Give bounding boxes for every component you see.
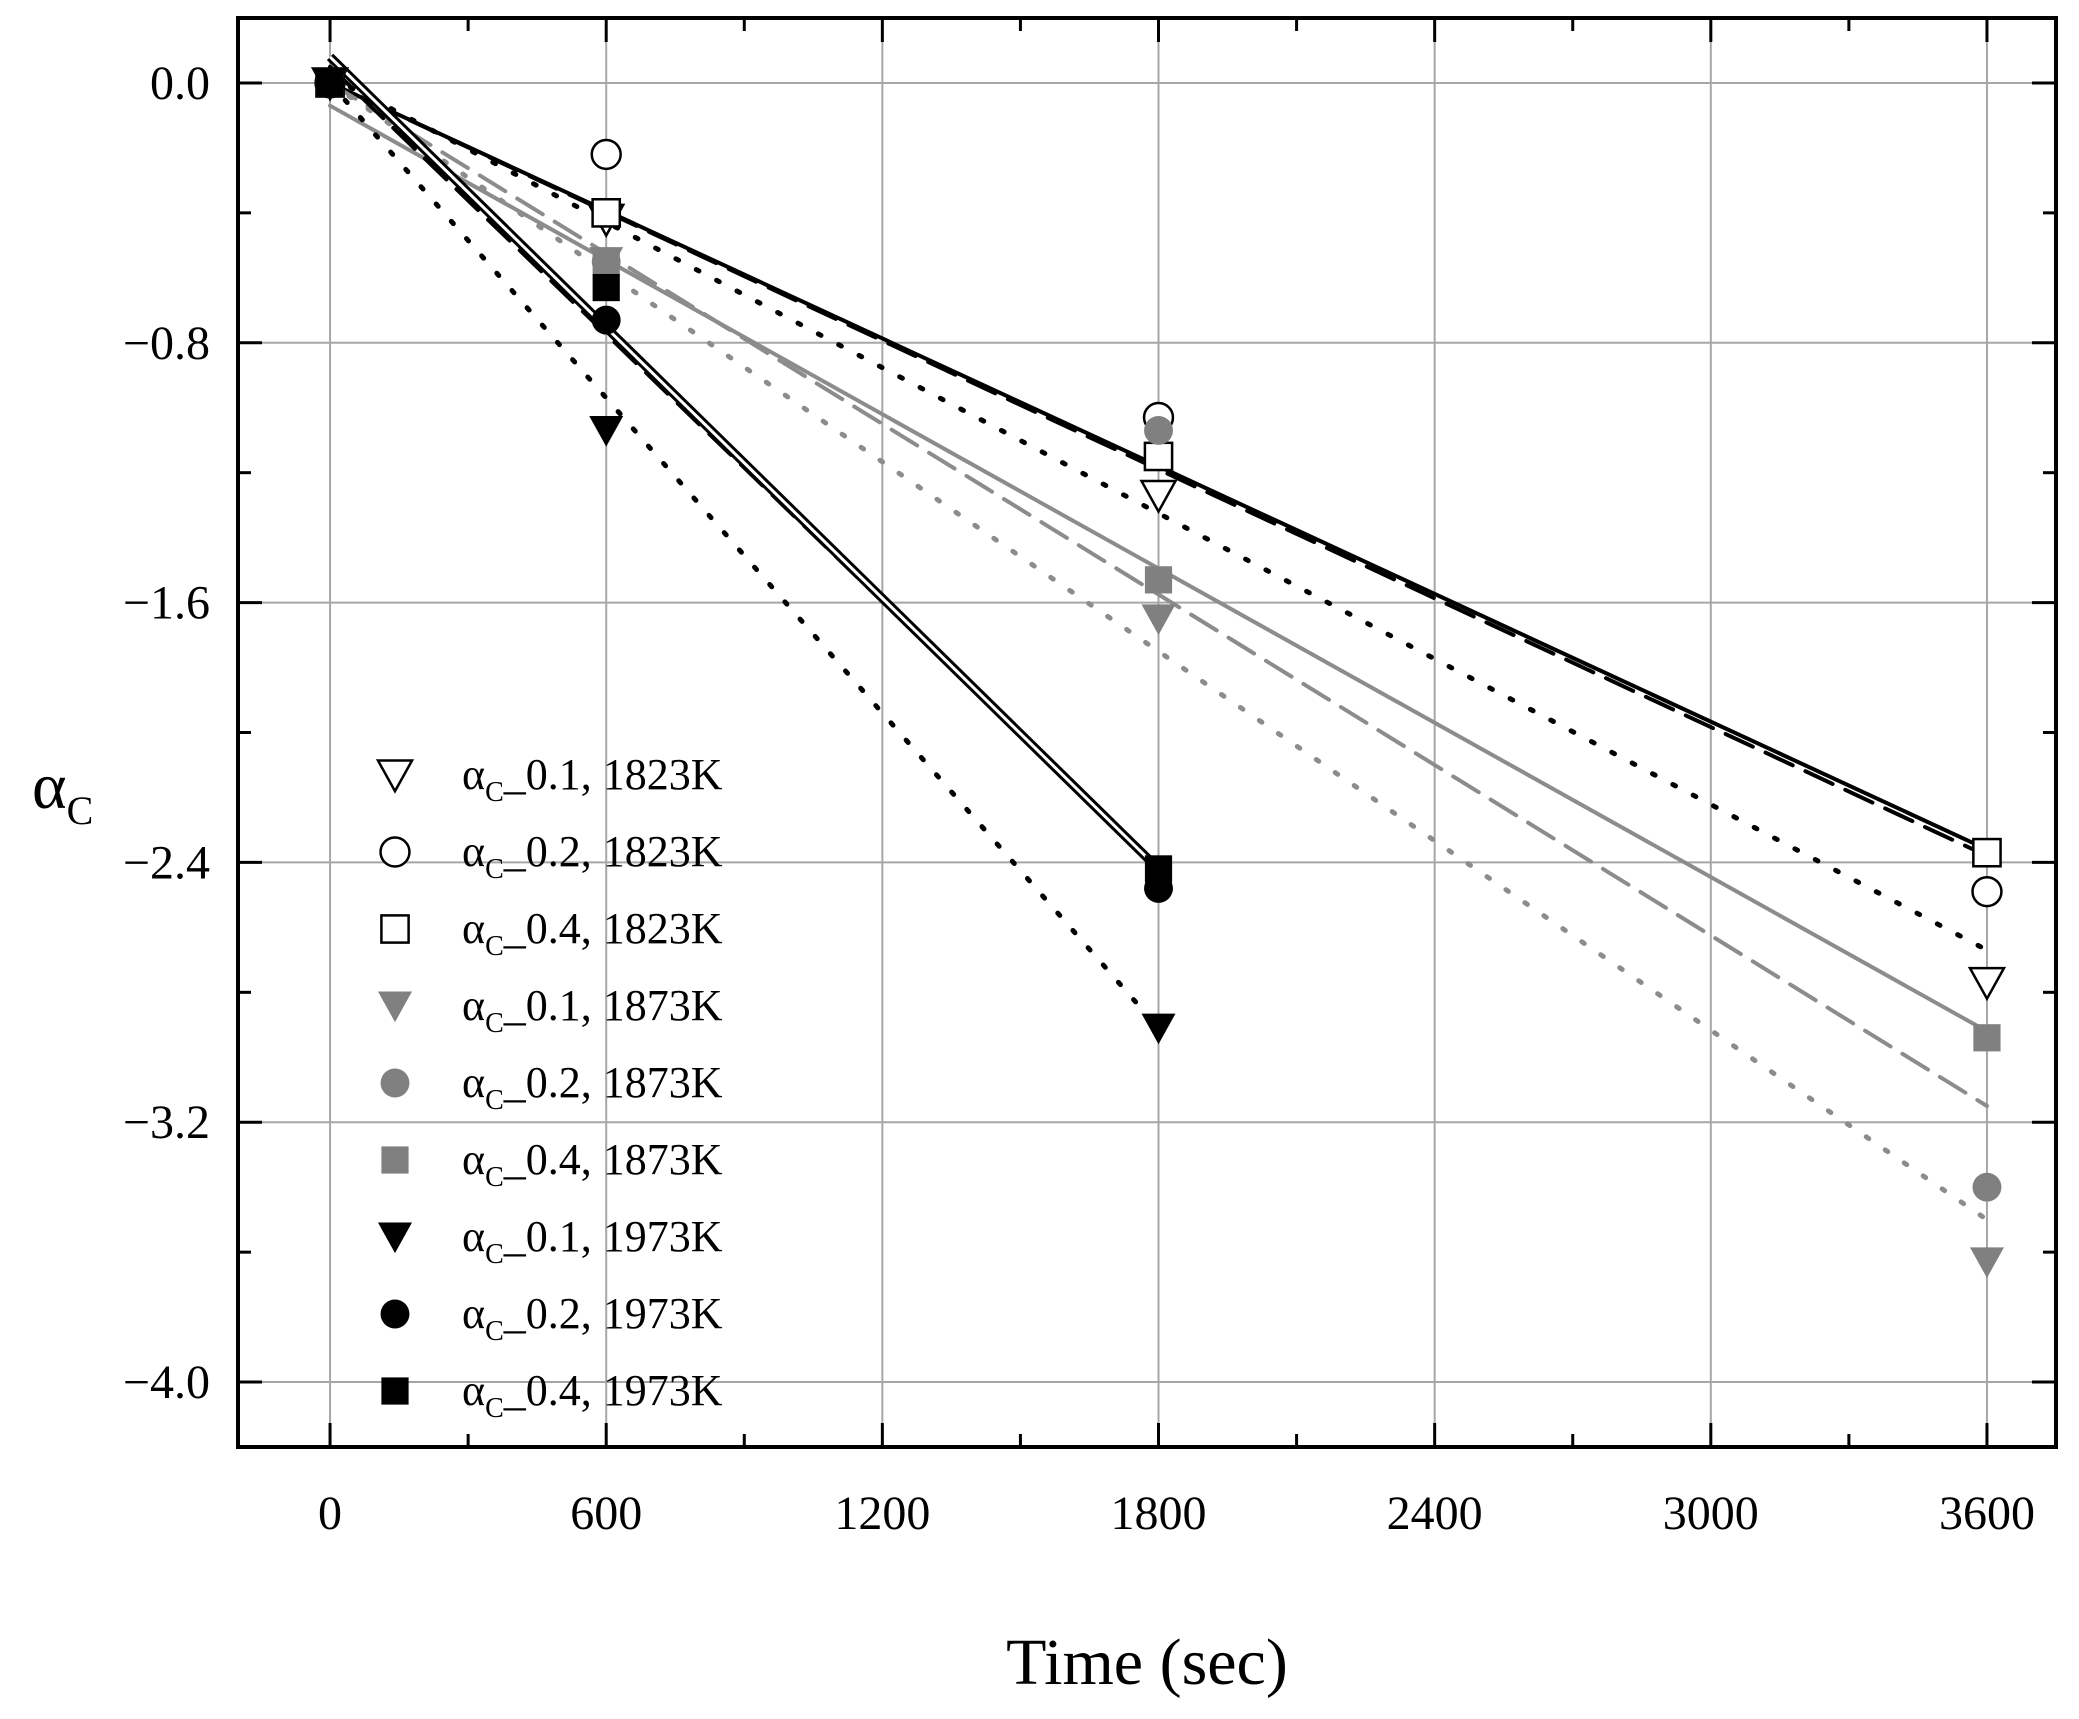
legend-label-sub: C xyxy=(485,1162,504,1193)
data-point xyxy=(590,138,622,171)
legend-label: αC_0.2, 1973K xyxy=(462,1289,723,1347)
y-tick-label: −3.2 xyxy=(123,1096,210,1149)
legend-label: αC_0.4, 1973K xyxy=(462,1366,723,1424)
data-point xyxy=(1141,1013,1176,1045)
legend-label-main: α xyxy=(462,1212,485,1261)
y-tick-label: 0.0 xyxy=(150,57,210,110)
data-point xyxy=(1143,441,1174,472)
legend-label-main: α xyxy=(462,1366,485,1415)
y-tick-label: −0.8 xyxy=(123,317,210,370)
data-point xyxy=(591,305,621,335)
legend-marker xyxy=(380,1068,410,1098)
x-tick-label: 3000 xyxy=(1663,1487,1759,1540)
legend-label-sub: C xyxy=(485,777,504,808)
legend-label: αC_0.2, 1873K xyxy=(462,1058,723,1116)
legend-label: αC_0.4, 1873K xyxy=(462,1135,723,1193)
legend-marker xyxy=(375,759,415,794)
legend-label: αC_0.1, 1873K xyxy=(462,981,723,1039)
fit-line xyxy=(328,80,1989,858)
legend-marker xyxy=(380,914,410,944)
legend-label-sub: C xyxy=(485,931,504,962)
data-point xyxy=(1971,875,2003,908)
legend-marker xyxy=(379,836,411,868)
legend-marker xyxy=(381,1377,409,1405)
data-point xyxy=(1144,855,1173,883)
legend-label-main: α xyxy=(462,1135,485,1184)
y-axis-title-subscript: C xyxy=(67,788,94,833)
legend-label-sub: C xyxy=(485,854,504,885)
legend-label-rest: _0.4, 1873K xyxy=(503,1135,723,1184)
y-tick-label: −2.4 xyxy=(123,836,210,889)
data-point xyxy=(1144,566,1173,594)
data-point xyxy=(592,273,620,302)
legend-label-rest: _0.1, 1873K xyxy=(503,981,723,1030)
legend-label-sub: C xyxy=(485,1085,504,1116)
x-tick-label: 3600 xyxy=(1939,1487,2035,1540)
x-tick-labels: 0 600 1200 1800 2400 3000 3600 xyxy=(318,1487,2035,1540)
legend-label: αC_0.1, 1973K xyxy=(462,1212,723,1270)
y-axis-title: αC xyxy=(32,750,93,833)
legend-label-sub: C xyxy=(485,1239,504,1270)
legend-label: αC_0.1, 1823K xyxy=(462,750,723,808)
legend-label-main: α xyxy=(462,1289,485,1338)
data-point xyxy=(1139,479,1178,515)
y-tick-label: −4.0 xyxy=(123,1356,210,1409)
legend-label: αC_0.4, 1823K xyxy=(462,904,723,962)
legend-label-rest: _0.2, 1873K xyxy=(503,1058,723,1107)
y-tick-labels: 0.0 −0.8 −1.6 −2.4 −3.2 −4.0 xyxy=(123,57,210,1409)
legend-label-rest: _0.1, 1823K xyxy=(503,750,723,799)
grid xyxy=(238,18,2056,1447)
legend-marker xyxy=(380,1299,410,1329)
x-axis-title: Time (sec) xyxy=(1006,1626,1288,1699)
legend-label-rest: _0.4, 1973K xyxy=(503,1366,723,1415)
legend-label-main: α xyxy=(462,904,485,953)
data-point xyxy=(1972,1172,2002,1202)
legend-label-rest: _0.1, 1973K xyxy=(503,1212,723,1261)
x-tick-label: 2400 xyxy=(1387,1487,1483,1540)
legend-marker xyxy=(381,1146,409,1174)
data-point xyxy=(1972,837,2002,868)
data-points xyxy=(310,67,2007,1279)
axis-ticks xyxy=(238,18,2056,1447)
data-point xyxy=(1969,1247,2004,1279)
x-tick-label: 0 xyxy=(318,1487,342,1540)
x-tick-label: 600 xyxy=(570,1487,642,1540)
fit-line xyxy=(327,80,1162,1031)
legend-marker xyxy=(378,1222,412,1254)
data-point xyxy=(316,69,344,97)
legend-label-sub: C xyxy=(485,1393,504,1424)
data-point xyxy=(1144,416,1173,445)
legend-label-main: α xyxy=(462,1058,485,1107)
legend-label: αC_0.2, 1823K xyxy=(462,827,723,885)
data-point xyxy=(1141,604,1176,635)
legend-label-sub: C xyxy=(485,1316,504,1347)
legend-label-rest: _0.2, 1823K xyxy=(503,827,723,876)
y-tick-label: −1.6 xyxy=(123,577,210,630)
legend-label-main: α xyxy=(462,827,485,876)
x-tick-label: 1800 xyxy=(1111,1487,1207,1540)
legend-label-rest: _0.2, 1973K xyxy=(503,1289,723,1338)
fit-line-inner xyxy=(329,55,1160,870)
legend-marker xyxy=(378,991,412,1023)
legend-label-rest: _0.4, 1823K xyxy=(503,904,723,953)
data-point xyxy=(589,416,624,447)
legend-label-sub: C xyxy=(485,1008,504,1039)
legend-label-main: α xyxy=(462,981,485,1030)
data-point xyxy=(592,247,620,276)
data-point xyxy=(591,198,622,228)
data-point xyxy=(1973,1024,2001,1052)
legend-label-main: α xyxy=(462,750,485,799)
data-point xyxy=(1967,966,2007,1002)
x-tick-label: 1200 xyxy=(834,1487,930,1540)
